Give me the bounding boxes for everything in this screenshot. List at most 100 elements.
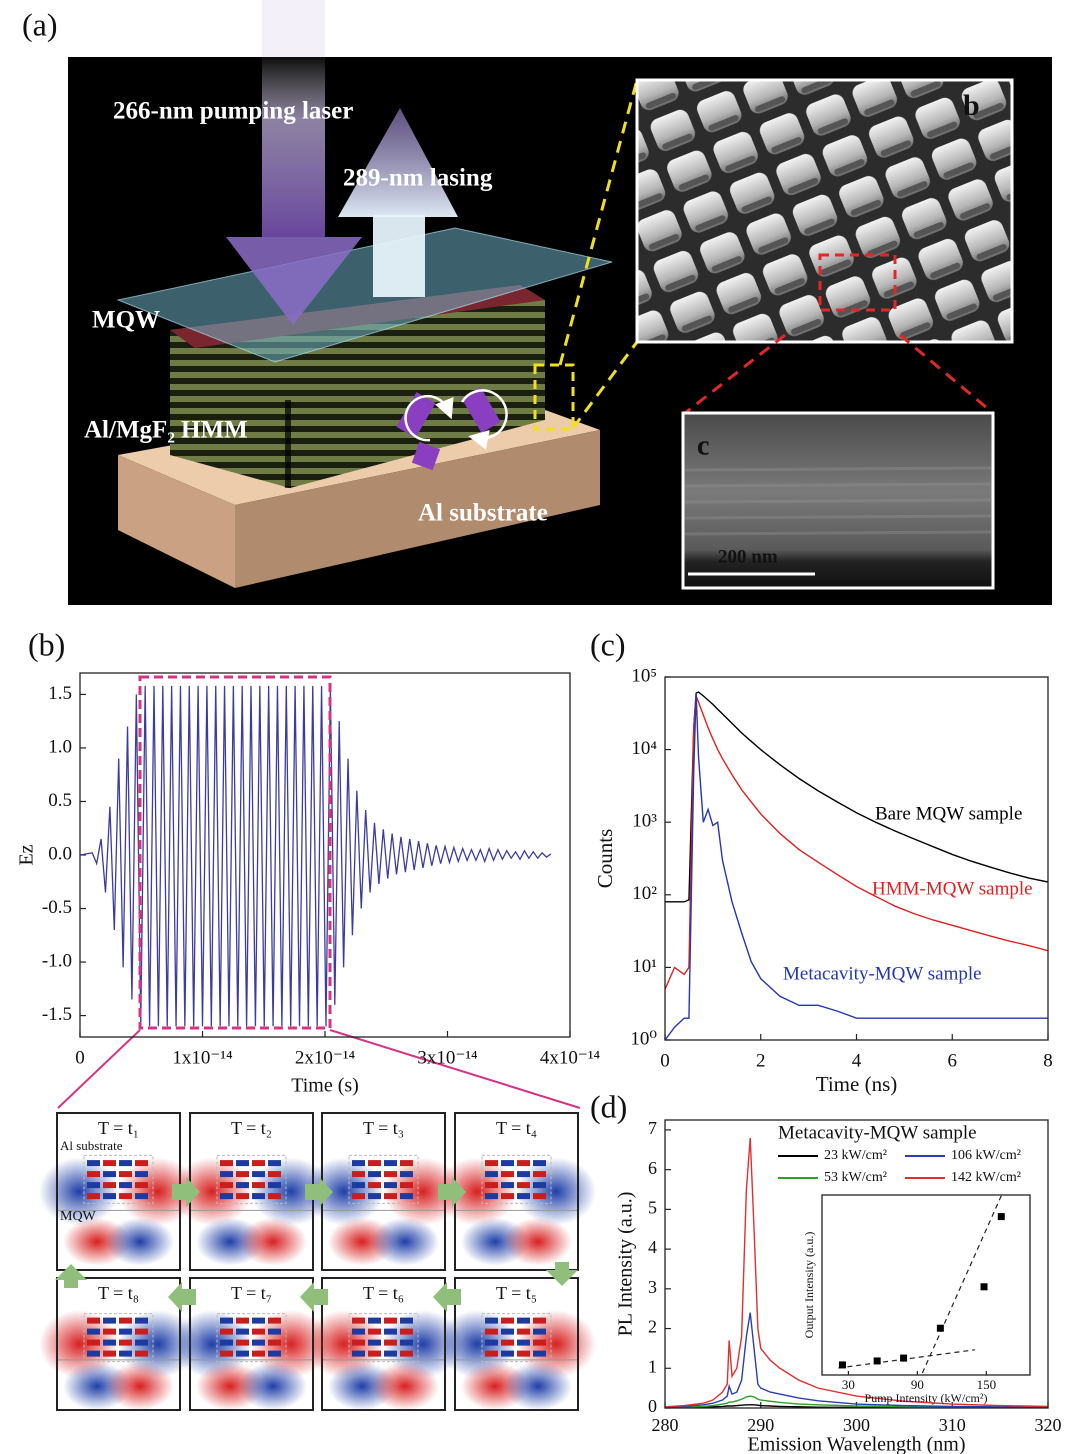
sem-label: b	[963, 89, 980, 122]
grating-bar	[517, 1318, 530, 1324]
x-tick-label: 150	[977, 1377, 997, 1392]
y-tick-label: -0.5	[42, 897, 72, 918]
grating-bar	[517, 1193, 530, 1199]
grating-bar	[384, 1182, 397, 1188]
x-tick-label: 300	[843, 1415, 870, 1435]
grating-bar	[384, 1193, 397, 1199]
illustration: 266-nm pumping laser 289-nm lasing MQW A…	[68, 0, 1052, 605]
grating-bar	[87, 1318, 100, 1324]
grating-bar	[119, 1182, 132, 1188]
x-tick-label: 4	[852, 1050, 862, 1071]
grating-bar	[517, 1351, 530, 1357]
series-label: Bare MQW sample	[875, 803, 1022, 824]
lasing-arrow	[373, 215, 425, 297]
grating-bar	[87, 1329, 100, 1335]
grating-bar	[103, 1351, 116, 1357]
legend-label: 23 kW/cm²	[824, 1148, 887, 1163]
x-tick-label: 310	[939, 1415, 966, 1435]
x-tick-label: 90	[911, 1377, 924, 1392]
grating-bar	[384, 1329, 397, 1335]
grating-bar	[533, 1340, 546, 1346]
zoom-line	[330, 1030, 580, 1108]
grating-bar	[517, 1182, 530, 1188]
grating-bar	[268, 1193, 281, 1199]
y-tick-label: 10¹	[632, 956, 657, 977]
grating-bar	[135, 1318, 148, 1324]
panel-label: (d)	[590, 1088, 627, 1124]
grating-bar	[252, 1193, 265, 1199]
grating-bar	[533, 1182, 546, 1188]
field-lobe	[106, 1218, 174, 1266]
grating-bar	[119, 1329, 132, 1335]
grating-bar	[103, 1193, 116, 1199]
grating-bar	[368, 1193, 381, 1199]
data-point	[998, 1213, 1005, 1220]
grating-bar	[220, 1193, 233, 1199]
grating-bar	[400, 1182, 413, 1188]
grating-bar	[384, 1160, 397, 1166]
x-tick-label: 0	[660, 1050, 670, 1071]
data-line	[665, 692, 1048, 902]
grating-bar	[485, 1193, 498, 1199]
grating-bar	[352, 1340, 365, 1346]
grating-bar	[135, 1171, 148, 1177]
grating-bar	[400, 1171, 413, 1177]
data-point	[937, 1325, 944, 1332]
grating-bar	[368, 1182, 381, 1188]
grating-bar	[87, 1182, 100, 1188]
grating-bar	[220, 1340, 233, 1346]
field-lobe	[371, 1218, 439, 1266]
grating-bar	[236, 1329, 249, 1335]
grating-bar	[400, 1340, 413, 1346]
sem-label: c	[697, 430, 709, 461]
grating-bar	[220, 1329, 233, 1335]
y-tick-label: 3	[648, 1277, 657, 1297]
x-tick-label: 4x10⁻¹⁴	[540, 1047, 601, 1068]
x-axis-label: Pump Intensity (kW/cm²)	[865, 1391, 988, 1405]
y-tick-label: 4	[648, 1237, 657, 1257]
y-tick-label: 5	[648, 1198, 657, 1218]
grating-bar	[252, 1182, 265, 1188]
grating-bar	[252, 1340, 265, 1346]
grating-bar	[220, 1171, 233, 1177]
grating-bar	[485, 1351, 498, 1357]
grating-bar	[533, 1318, 546, 1324]
legend-label: 53 kW/cm²	[824, 1170, 887, 1185]
y-tick-label: 0.0	[48, 843, 72, 864]
grating-bar	[268, 1182, 281, 1188]
figure: (a) (b) (c) (d) 266-nm pumping laser 289…	[0, 0, 1065, 1454]
grating-bar	[400, 1329, 413, 1335]
y-tick-label: 0	[648, 1396, 657, 1416]
grating-bar	[236, 1182, 249, 1188]
pump-arrow	[262, 57, 325, 237]
snapshot-label: T = t₆	[363, 1283, 404, 1303]
field-lobe	[516, 1158, 596, 1226]
snapshot-label: T = t₃	[363, 1118, 404, 1138]
grating-bar	[400, 1318, 413, 1324]
grating-bar	[533, 1160, 546, 1166]
x-axis-label: Emission Wavelength (nm)	[748, 1434, 966, 1454]
grating-bar	[400, 1160, 413, 1166]
y-tick-label: 10⁴	[631, 738, 657, 759]
grating-bar	[485, 1171, 498, 1177]
grating-bar	[368, 1160, 381, 1166]
scale-bar-label: 200 nm	[718, 546, 778, 567]
grating-bar	[384, 1171, 397, 1177]
grating-bar	[352, 1329, 365, 1335]
grating-bar	[252, 1318, 265, 1324]
y-axis-label: Counts	[593, 829, 617, 889]
grating-bar	[268, 1329, 281, 1335]
grating-bar	[236, 1160, 249, 1166]
legend-label: 106 kW/cm²	[951, 1148, 1021, 1163]
grating-bar	[236, 1340, 249, 1346]
grating-bar	[119, 1318, 132, 1324]
grating-bar	[119, 1193, 132, 1199]
snapshot-label: T = t₈	[98, 1283, 139, 1303]
grating-bar	[135, 1193, 148, 1199]
y-tick-label: 1.0	[48, 736, 72, 757]
grating-bar	[103, 1182, 116, 1188]
y-tick-label: 2	[648, 1317, 657, 1337]
y-axis-label: Output Intensity (a.u.)	[802, 1232, 816, 1339]
snapshot-mqw-label: MQW	[60, 1209, 97, 1224]
grating-bar	[103, 1340, 116, 1346]
